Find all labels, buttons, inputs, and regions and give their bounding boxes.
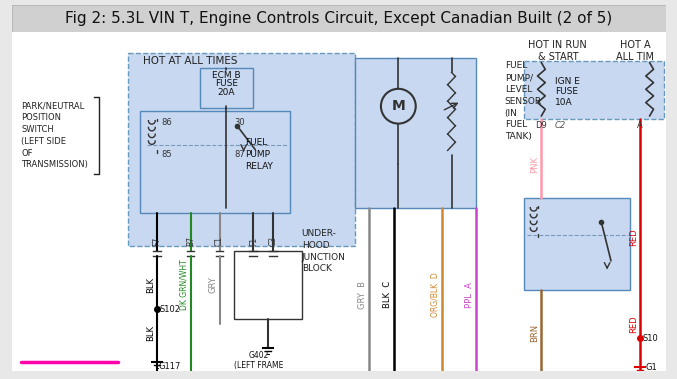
Text: B7: B7 <box>186 236 195 246</box>
Text: 20A: 20A <box>217 88 235 97</box>
Text: S102: S102 <box>160 305 181 314</box>
Text: ORG/BLK  D: ORG/BLK D <box>431 273 440 317</box>
Text: F7: F7 <box>152 237 161 246</box>
Text: F1: F1 <box>249 237 258 246</box>
Text: D9: D9 <box>536 121 547 130</box>
Text: ECM B: ECM B <box>212 71 240 80</box>
Text: BLK: BLK <box>146 325 155 341</box>
Text: BLK  C: BLK C <box>383 281 391 308</box>
Text: 85: 85 <box>162 150 172 159</box>
Text: BLK: BLK <box>146 277 155 293</box>
Text: RED: RED <box>629 315 638 332</box>
Text: FUSE: FUSE <box>215 80 238 88</box>
Text: PNK: PNK <box>531 156 540 173</box>
Text: FUEL
PUMP
RELAY: FUEL PUMP RELAY <box>244 138 273 171</box>
Text: HOT AT ALL TIMES: HOT AT ALL TIMES <box>144 56 238 66</box>
Text: DK GRN/WHT: DK GRN/WHT <box>179 260 189 310</box>
Text: GRY: GRY <box>209 277 217 293</box>
Text: HOT IN RUN
& START: HOT IN RUN & START <box>529 40 587 62</box>
Text: 30: 30 <box>234 118 244 127</box>
Text: M: M <box>391 99 406 113</box>
FancyBboxPatch shape <box>12 32 666 371</box>
FancyBboxPatch shape <box>524 61 664 119</box>
Text: A: A <box>637 121 643 130</box>
Text: HOT A
ALL TIM: HOT A ALL TIM <box>616 40 654 62</box>
Text: 86: 86 <box>162 118 172 127</box>
Text: S10: S10 <box>643 334 659 343</box>
Text: PARK/NEUTRAL
POSITION
SWITCH
(LEFT SIDE
OF
TRANSMISSION): PARK/NEUTRAL POSITION SWITCH (LEFT SIDE … <box>22 101 88 169</box>
Text: G117: G117 <box>158 362 181 371</box>
Text: Fig 2: 5.3L VIN T, Engine Controls Circuit, Except Canadian Built (2 of 5): Fig 2: 5.3L VIN T, Engine Controls Circu… <box>65 11 612 26</box>
Text: 87: 87 <box>234 150 245 159</box>
Text: C1: C1 <box>215 236 224 246</box>
FancyBboxPatch shape <box>524 198 630 290</box>
Text: PPL  A: PPL A <box>464 282 474 308</box>
Text: C2: C2 <box>555 121 567 130</box>
FancyBboxPatch shape <box>355 58 476 208</box>
Text: G402
(LEFT FRAME: G402 (LEFT FRAME <box>234 351 284 370</box>
Text: BRN: BRN <box>531 324 540 343</box>
Text: G1: G1 <box>646 363 657 372</box>
FancyBboxPatch shape <box>128 53 355 246</box>
Text: FUEL
PUMP/
LEVEL
SENSOR
(IN
FUEL
TANK): FUEL PUMP/ LEVEL SENSOR (IN FUEL TANK) <box>504 61 542 141</box>
FancyBboxPatch shape <box>12 5 666 32</box>
Text: IGN E
FUSE
10A: IGN E FUSE 10A <box>555 77 580 106</box>
Text: GRY  B: GRY B <box>358 281 368 309</box>
FancyBboxPatch shape <box>140 111 290 213</box>
FancyBboxPatch shape <box>200 67 253 108</box>
Text: RED: RED <box>629 228 638 246</box>
Text: C3: C3 <box>268 236 277 246</box>
FancyBboxPatch shape <box>234 251 302 319</box>
Text: UNDER-
HOOD
JUNCTION
BLOCK: UNDER- HOOD JUNCTION BLOCK <box>302 229 345 273</box>
